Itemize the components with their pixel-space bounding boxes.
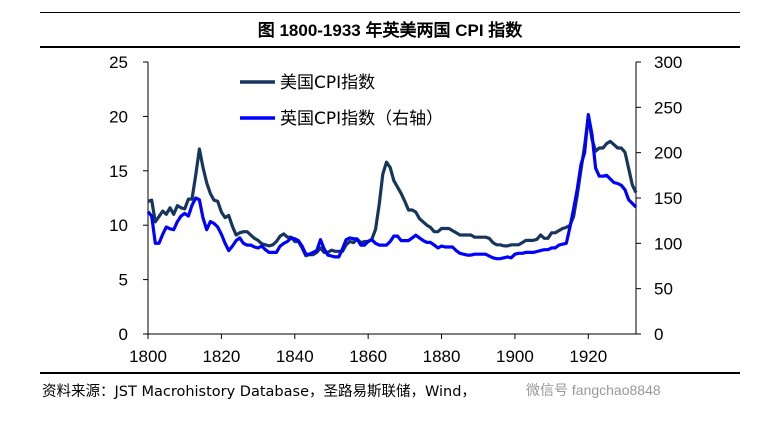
watermark: 微信号 fangchao8848: [526, 382, 661, 398]
x-tick-label: 1840: [276, 347, 314, 366]
left-y-tick-label: 0: [119, 325, 128, 344]
right-y-tick-label: 250: [654, 98, 682, 117]
us-cpi-line: [147, 114, 638, 258]
source-top-rule: [40, 372, 740, 374]
legend-label-us: 美国CPI指数: [280, 73, 375, 93]
x-tick-label: 1920: [569, 347, 607, 366]
left-y-tick-label: 20: [109, 107, 128, 126]
source-note: 资料来源：JST Macrohistory Database，圣路易斯联储，Wi…: [42, 384, 476, 400]
title-bottom-rule: [40, 46, 740, 48]
left-y-tick-label: 25: [109, 53, 128, 72]
x-tick-label: 1860: [349, 347, 387, 366]
left-y-tick-label: 5: [119, 271, 128, 290]
x-tick-label: 1820: [202, 347, 240, 366]
left-y-tick-label: 10: [109, 216, 128, 235]
right-y-tick-label: 300: [654, 53, 682, 72]
chart-title: 图 1800-1933 年英美两国 CPI 指数: [257, 21, 523, 40]
x-tick-label: 1800: [129, 347, 167, 366]
legend-label-uk: 英国CPI指数（右轴）: [280, 109, 443, 129]
right-y-tick-label: 50: [654, 280, 673, 299]
right-y-tick-label: 150: [654, 189, 682, 208]
x-tick-label: 1880: [423, 347, 461, 366]
right-y-tick-label: 100: [654, 234, 682, 253]
left-y-tick-label: 15: [109, 162, 128, 181]
right-y-tick-label: 0: [654, 325, 663, 344]
right-y-tick-label: 200: [654, 144, 682, 163]
uk-cpi-line: [146, 113, 638, 261]
title-top-rule: [40, 12, 740, 13]
chart-series-lines: [146, 113, 638, 261]
x-tick-label: 1900: [496, 347, 534, 366]
